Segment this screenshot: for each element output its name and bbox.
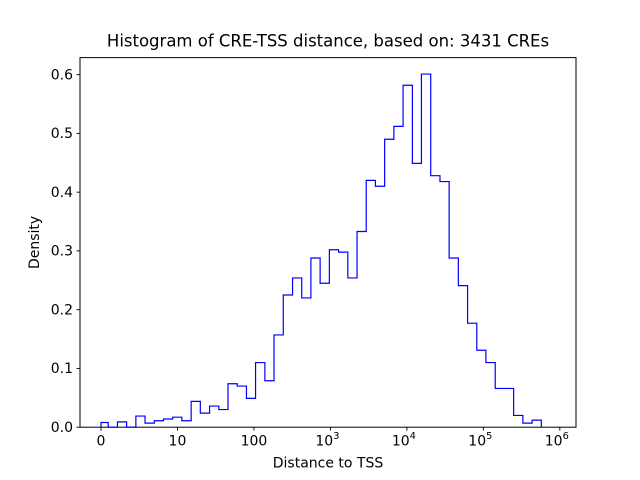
y-tick-label: 0.6 [51,67,73,83]
x-tick-label: 103 [315,431,339,450]
axis-ticks: 0 10 100 103 104 105 106 0.0 0.1 0.2 0.3 0.4 0.5 0.6 [51,67,569,449]
x-tick-label: 104 [392,431,416,450]
y-tick-label: 0.4 [51,185,73,201]
axes-frame [79,57,577,428]
y-tick-label: 0.1 [51,361,73,377]
x-tick-label: 105 [468,431,492,450]
histogram-step-path [100,73,542,428]
x-tick-label: 0 [97,434,106,450]
y-axis-label: Density [27,216,43,269]
histogram-step-line [100,73,542,428]
x-tick-label: 106 [545,431,569,450]
y-tick-label: 0.0 [51,420,73,436]
chart-title: Histogram of CRE-TSS distance, based on:… [107,32,549,51]
x-axis-label: Distance to TSS [273,456,384,472]
x-tick-label: 100 [241,434,268,450]
x-tick-label: 10 [169,434,187,450]
y-tick-label: 0.3 [51,244,73,260]
y-tick-label: 0.2 [51,302,73,318]
y-tick-label: 0.5 [51,126,73,142]
